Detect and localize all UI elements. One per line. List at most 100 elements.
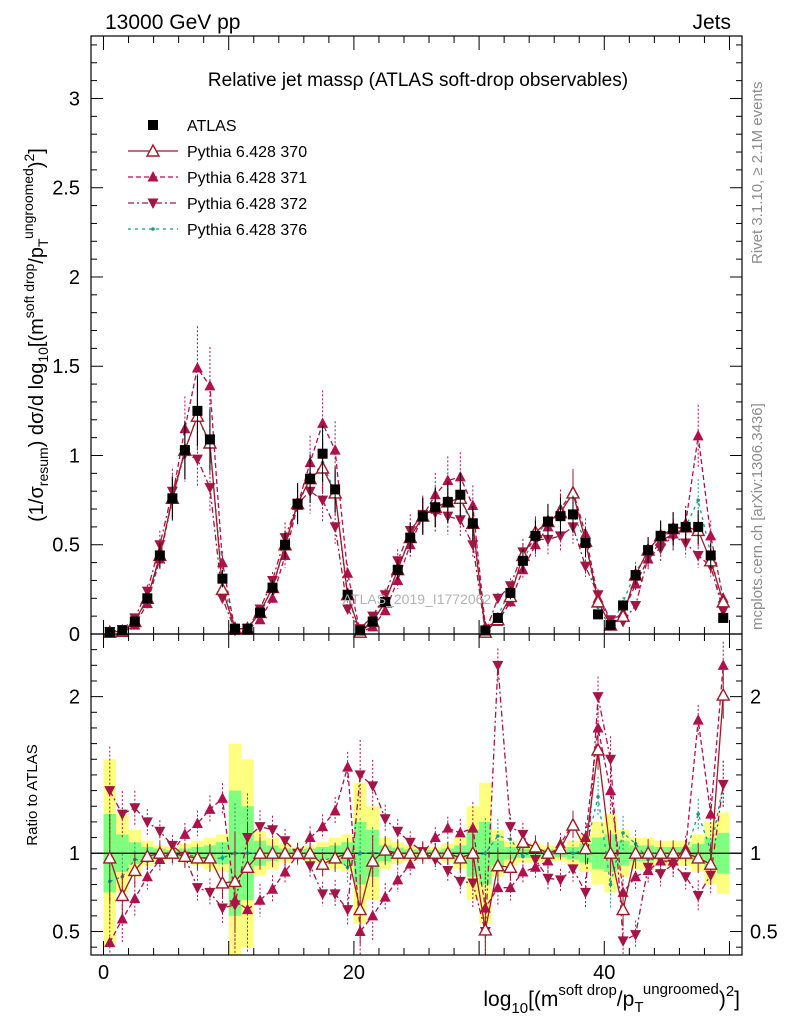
ratio-point xyxy=(204,803,216,814)
header-jets-label: Jets xyxy=(692,11,731,34)
data-point xyxy=(216,556,228,568)
ratio-point xyxy=(215,875,230,889)
ratio-point xyxy=(191,817,203,828)
ratio-point xyxy=(590,742,606,756)
data-point xyxy=(392,564,403,575)
data-point xyxy=(129,616,140,627)
ratio-point xyxy=(317,820,329,832)
ratio-point xyxy=(603,845,618,859)
data-point xyxy=(104,627,115,638)
data-point xyxy=(215,581,230,596)
data-point xyxy=(330,484,341,495)
ratio-point xyxy=(392,873,404,885)
ratio-point xyxy=(403,845,418,859)
data-point xyxy=(716,594,731,608)
ratio-point xyxy=(692,714,704,725)
ratio-point xyxy=(630,870,642,882)
x-tick-label: 20 xyxy=(343,962,365,984)
ratio-point xyxy=(665,845,681,859)
legend-marker xyxy=(151,227,155,231)
ratio-point xyxy=(154,826,166,838)
ratio-point xyxy=(680,872,692,883)
ratio-point xyxy=(442,822,454,833)
ratio-point xyxy=(340,845,355,859)
data-point xyxy=(580,537,591,548)
ratio-point xyxy=(628,845,643,859)
ratio-point xyxy=(717,659,729,670)
ratio-point xyxy=(267,825,279,836)
main-y-axis-label: (1/σresum) dσ/d log10[(msoft drop/pTungr… xyxy=(20,148,51,522)
ratio-point xyxy=(521,854,525,859)
ratio-point xyxy=(503,859,518,874)
data-point xyxy=(317,417,329,428)
legend-label: ATLAS xyxy=(187,118,237,135)
legend-label: Pythia 6.428 372 xyxy=(187,196,307,213)
ratio-point xyxy=(642,864,654,875)
ratio-y-tick-label: 2 xyxy=(69,687,80,709)
ratio-point xyxy=(254,822,266,833)
ratio-point xyxy=(179,828,191,839)
data-point xyxy=(267,592,279,603)
ratio-y-tick-label-right: 2 xyxy=(750,687,761,709)
data-point xyxy=(204,483,216,494)
data-point xyxy=(655,530,666,541)
data-point xyxy=(191,454,203,466)
ratio-point xyxy=(483,851,488,856)
ratio-line-0 xyxy=(109,695,724,931)
data-point xyxy=(567,509,578,520)
data-point xyxy=(154,550,165,561)
ratio-y-tick-label: 0.5 xyxy=(52,922,80,944)
ratio-point xyxy=(571,851,575,856)
data-point xyxy=(630,570,641,581)
ratio-panel-marks xyxy=(102,641,731,955)
data-point xyxy=(254,613,266,625)
ratio-point xyxy=(204,887,216,899)
data-point xyxy=(317,448,328,459)
ratio-point xyxy=(580,887,592,899)
ratio-point xyxy=(152,845,168,859)
ratio-point xyxy=(454,876,466,888)
data-point xyxy=(242,623,253,634)
data-point xyxy=(692,550,704,562)
ratio-point xyxy=(621,831,625,835)
ratio-point xyxy=(190,850,205,864)
ratio-point xyxy=(442,865,454,877)
ratio-line-3 xyxy=(109,784,724,885)
ratio-point xyxy=(302,845,318,859)
ratio-point xyxy=(354,770,366,781)
ratio-point xyxy=(453,850,468,864)
x-tick-label: 0 xyxy=(98,962,109,984)
ratio-point xyxy=(542,873,554,885)
ratio-line-1 xyxy=(109,665,724,943)
ratio-point xyxy=(290,845,305,859)
data-point xyxy=(342,604,354,616)
data-point xyxy=(492,612,503,623)
data-point xyxy=(554,531,566,542)
ratio-point xyxy=(605,754,617,766)
ratio-point xyxy=(329,804,341,816)
series-line-2 xyxy=(109,366,724,634)
ratio-point xyxy=(517,866,529,877)
main-y-tick-label: 2.5 xyxy=(52,178,80,200)
data-point xyxy=(668,523,679,534)
data-point xyxy=(204,434,215,445)
ratio-point xyxy=(129,892,141,904)
legend-marker xyxy=(148,120,158,130)
x-axis-label: log10[(msoft drop/pTungroomed)2] xyxy=(483,981,740,1017)
main-y-tick-label: 1 xyxy=(69,445,80,467)
data-point xyxy=(693,521,704,532)
ratio-point xyxy=(716,687,731,701)
ratio-point xyxy=(220,856,225,860)
data-point xyxy=(292,498,303,509)
ratio-point xyxy=(515,834,531,848)
legend-marker xyxy=(147,198,159,209)
data-point xyxy=(280,539,291,550)
main-y-tick-label: 3 xyxy=(69,88,80,110)
ratio-point xyxy=(342,905,354,916)
ratio-point xyxy=(315,856,330,870)
ratio-point xyxy=(592,692,604,703)
data-point xyxy=(379,604,391,616)
data-point xyxy=(442,496,453,507)
ratio-point xyxy=(358,851,362,856)
ratio-point xyxy=(653,845,668,859)
